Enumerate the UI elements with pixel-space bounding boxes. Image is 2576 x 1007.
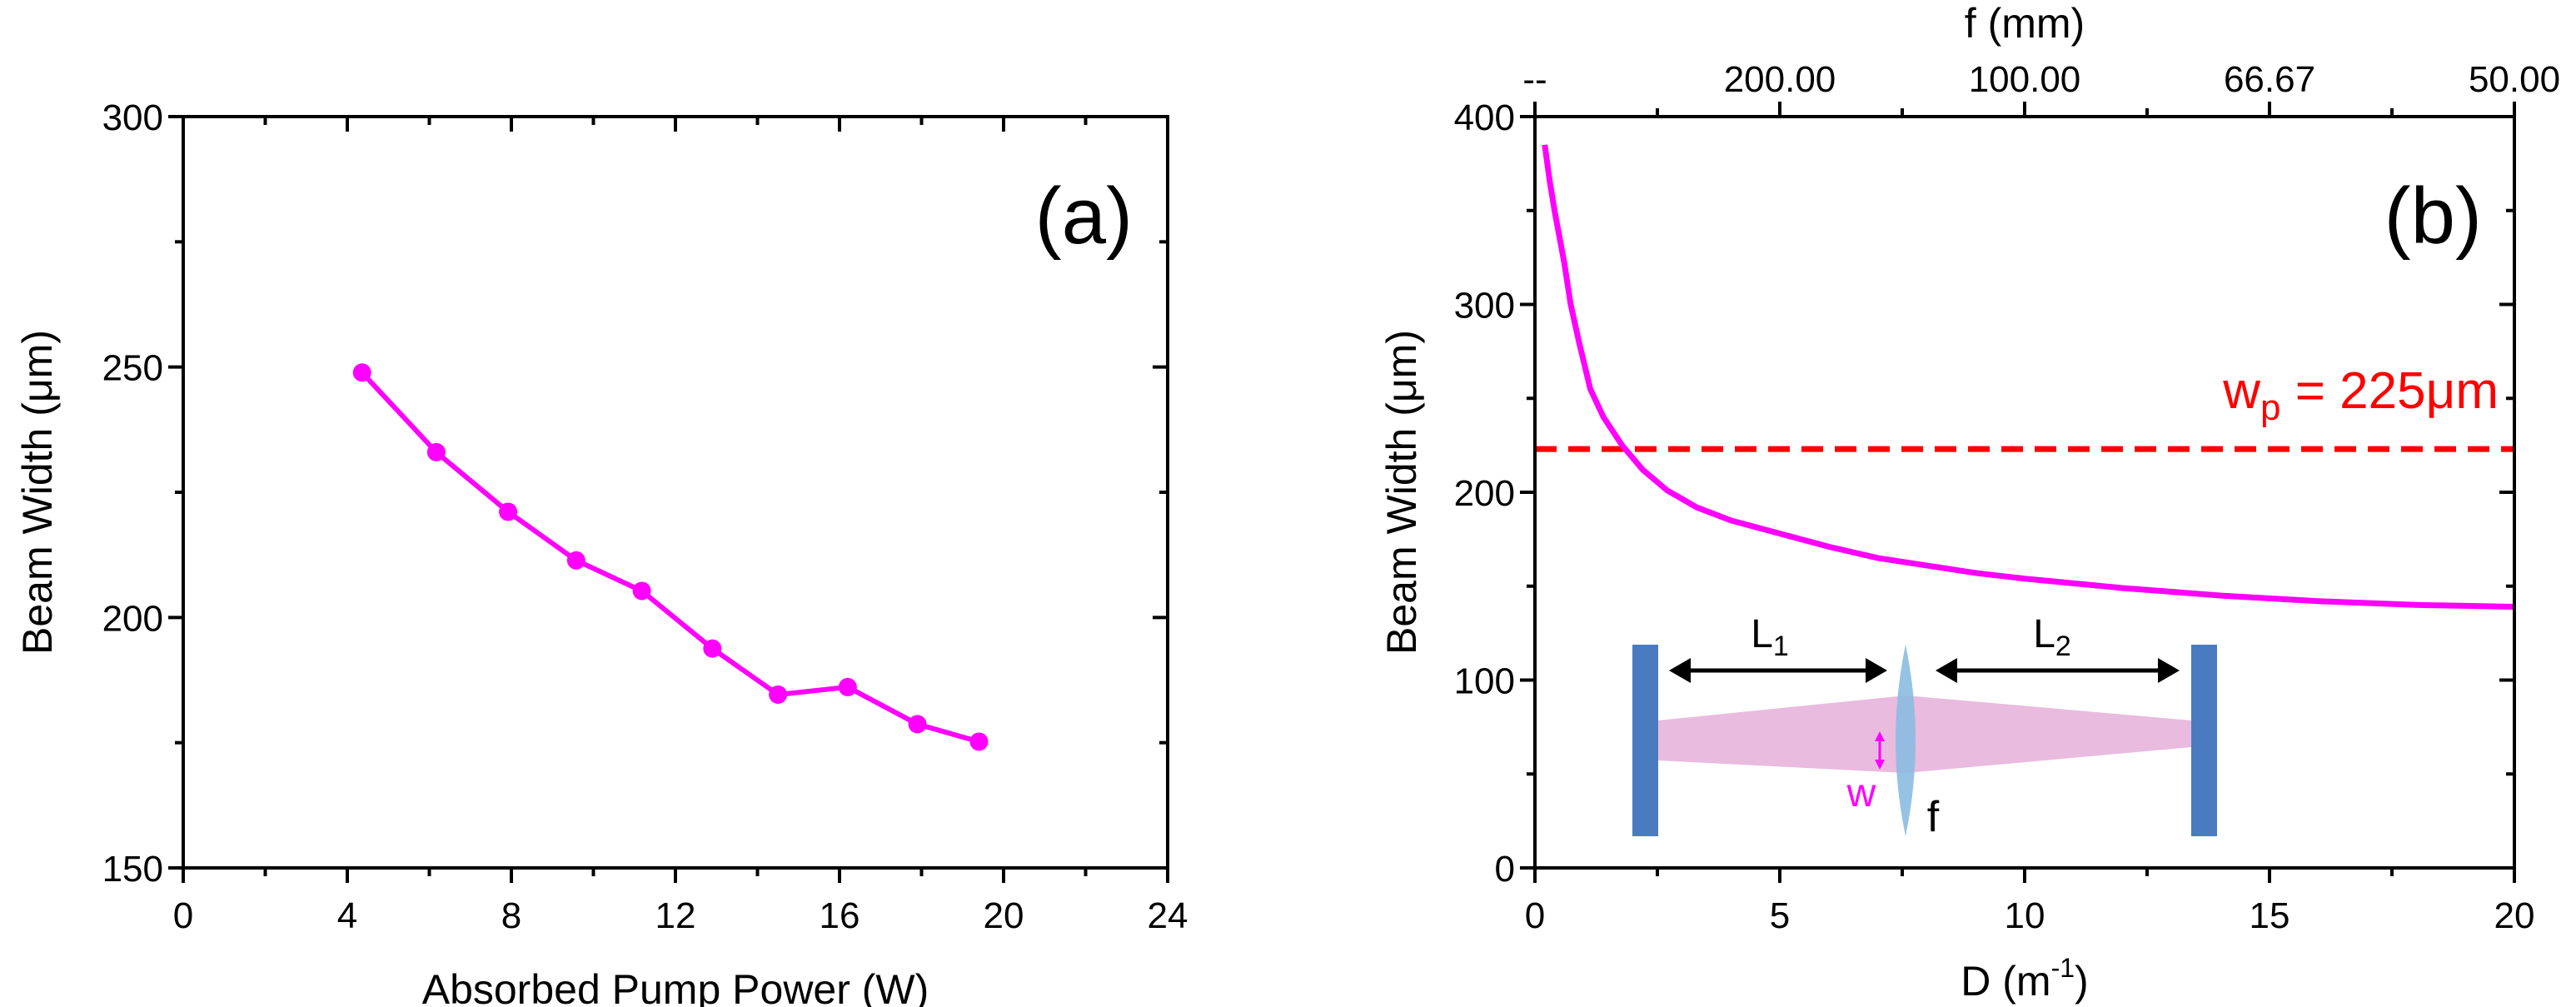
- data-point: [969, 732, 989, 751]
- y-axis-label: Beam Width (μm): [1378, 330, 1425, 655]
- data-point: [703, 639, 722, 658]
- x-tick-label: 10: [2005, 895, 2045, 936]
- f-label: f: [1927, 793, 1940, 841]
- axis-ticks: [168, 115, 1169, 883]
- lens: [1896, 645, 1916, 836]
- top-x-tick-label: 100.00: [1969, 59, 2081, 100]
- plot-frame: [1533, 115, 2516, 870]
- y-tick-label: 250: [102, 348, 163, 389]
- y-tick-label: 200: [1454, 473, 1515, 514]
- data-point: [566, 551, 585, 570]
- data-point: [499, 502, 518, 521]
- top-x-tick-label: --: [1522, 59, 1547, 100]
- l2-label: L2: [2033, 612, 2071, 662]
- data-point: [908, 715, 927, 734]
- y-tick-label: 100: [1454, 661, 1515, 702]
- y-tick-label: 200: [102, 598, 163, 639]
- x-tick-label: 24: [1148, 895, 1188, 936]
- w-arrow: [1875, 731, 1885, 770]
- data-point: [352, 363, 371, 382]
- x-tick-label: 15: [2250, 895, 2290, 936]
- right-mirror: [2191, 645, 2217, 836]
- x-tick-label: 0: [1525, 895, 1545, 936]
- y-tick-label: 150: [102, 849, 163, 890]
- plot-frame: [182, 115, 1169, 870]
- x-axis-label: D (m-1): [1961, 953, 2088, 1005]
- y-tick-label: 400: [1454, 97, 1515, 138]
- x-tick-label: 5: [1770, 895, 1790, 936]
- series-line: [1542, 144, 2515, 611]
- l2-arrow: [1936, 658, 2180, 683]
- reference-label: wp = 225μm: [2222, 362, 2499, 428]
- left-mirror: [1632, 645, 1658, 836]
- l1-arrow: [1669, 658, 1887, 683]
- y-tick-label: 300: [102, 97, 163, 138]
- top-axis-label: f (mm): [1965, 0, 2085, 47]
- data-point: [769, 685, 788, 704]
- series-line: [360, 371, 980, 745]
- top-x-tick-label: 200.00: [1724, 59, 1836, 100]
- w-label: w: [1846, 771, 1876, 815]
- x-tick-label: 8: [501, 895, 521, 936]
- x-tick-label: 12: [655, 895, 696, 936]
- x-tick-label: 20: [2494, 895, 2535, 936]
- x-tick-label: 16: [820, 895, 860, 936]
- cavity-inset: L1 L2 w f: [1632, 612, 2217, 841]
- x-tick-label: 0: [173, 895, 193, 936]
- x-axis-label: Absorbed Pump Power (W): [422, 966, 929, 1007]
- tick-labels: 0 4 8 12 16 20 24 150 200 250 300: [102, 97, 1188, 936]
- beam-shape: [1658, 695, 2191, 773]
- data-point: [838, 677, 857, 696]
- x-tick-label: 4: [337, 895, 357, 936]
- l1-label: L1: [1751, 612, 1789, 662]
- y-axis-label: Beam Width (μm): [14, 330, 61, 655]
- x-tick-label: 20: [984, 895, 1024, 936]
- top-x-tick-label: 50.00: [2469, 59, 2560, 100]
- data-point: [426, 442, 446, 461]
- panel-label: (a): [1035, 172, 1133, 261]
- data-point: [632, 581, 651, 601]
- top-x-tick-label: 66.67: [2224, 59, 2315, 100]
- panel-a: 0 4 8 12 16 20 24 150 200 250 300 Absorbed Pump Po…: [14, 97, 1188, 1007]
- series-markers: [352, 363, 989, 751]
- y-tick-label: 0: [1495, 849, 1515, 890]
- panel-label: (b): [2384, 172, 2482, 261]
- y-tick-label: 300: [1454, 286, 1515, 327]
